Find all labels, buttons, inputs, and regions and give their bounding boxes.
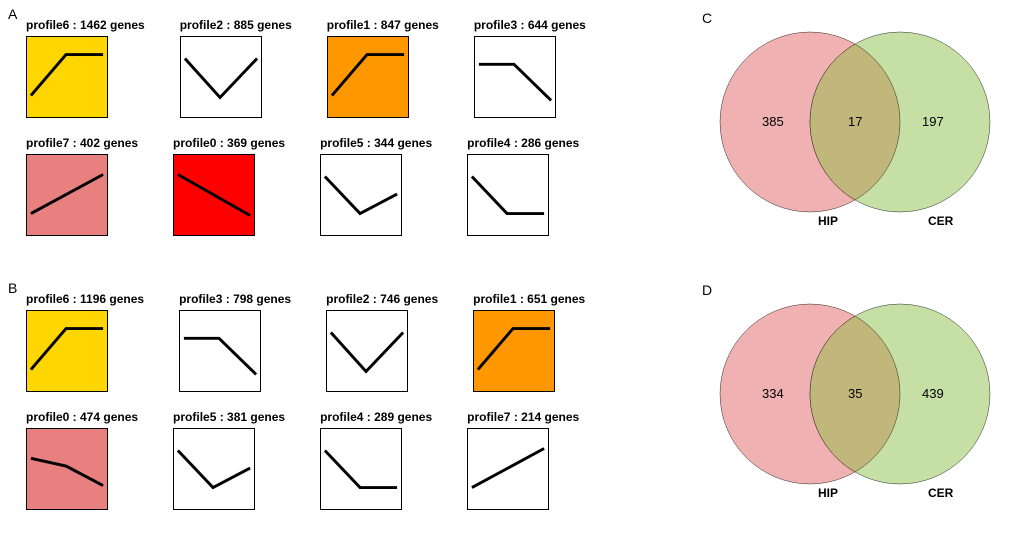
- profile-cell: profile6 : 1462 genes: [26, 18, 145, 118]
- profile-cell: profile0 : 369 genes: [173, 136, 285, 236]
- profile-cell-box: [320, 154, 402, 236]
- profile-cell-box: [467, 154, 549, 236]
- profile-cell: profile7 : 214 genes: [467, 410, 579, 510]
- profile-grid-b: profile6 : 1196 genes profile3 : 798 gene…: [26, 292, 646, 510]
- profile-cell-box: [26, 310, 108, 392]
- profile-cell-box: [327, 36, 409, 118]
- panel-letter-a: A: [8, 6, 17, 22]
- profile-trend-line: [27, 311, 107, 391]
- profile-cell-box: [179, 310, 261, 392]
- profile-trend-line: [468, 429, 548, 509]
- venn-overlap-count: 17: [848, 114, 862, 129]
- profile-trend-line: [321, 155, 401, 235]
- profile-cell: profile1 : 847 genes: [327, 18, 439, 118]
- profile-cell-label: profile5 : 381 genes: [173, 410, 285, 424]
- profile-cell-label: profile6 : 1462 genes: [26, 18, 145, 32]
- profile-cell-label: profile2 : 885 genes: [180, 18, 292, 32]
- profile-cell: profile1 : 651 genes: [473, 292, 585, 392]
- panel-letter-b: B: [8, 280, 17, 296]
- profile-cell-box: [326, 310, 408, 392]
- profile-cell-box: [26, 154, 108, 236]
- profile-cell: profile5 : 344 genes: [320, 136, 432, 236]
- venn-right-count: 197: [922, 114, 944, 129]
- venn-right-label: CER: [928, 486, 953, 500]
- profile-cell-label: profile3 : 644 genes: [474, 18, 586, 32]
- profile-cell: profile5 : 381 genes: [173, 410, 285, 510]
- venn-right-label: CER: [928, 214, 953, 228]
- venn-left-count: 334: [762, 386, 784, 401]
- profile-cell-label: profile2 : 746 genes: [326, 292, 438, 306]
- profile-cell-box: [173, 428, 255, 510]
- profile-trend-line: [181, 37, 261, 117]
- profile-cell-label: profile0 : 474 genes: [26, 410, 138, 424]
- profile-trend-line: [27, 429, 107, 509]
- profile-cell-label: profile0 : 369 genes: [173, 136, 285, 150]
- profile-cell: profile0 : 474 genes: [26, 410, 138, 510]
- profile-cell: profile7 : 402 genes: [26, 136, 138, 236]
- profile-cell-box: [26, 36, 108, 118]
- venn-d: 334 35 439 HIP CER: [700, 294, 1010, 524]
- venn-overlap-count: 35: [848, 386, 862, 401]
- profile-trend-line: [327, 311, 407, 391]
- profile-cell-label: profile6 : 1196 genes: [26, 292, 144, 306]
- profile-trend-line: [174, 155, 254, 235]
- profile-cell-label: profile5 : 344 genes: [320, 136, 432, 150]
- profile-trend-line: [27, 37, 107, 117]
- profile-cell-box: [474, 36, 556, 118]
- venn-left-label: HIP: [818, 214, 838, 228]
- profile-cell-box: [473, 310, 555, 392]
- profile-grid-a: profile6 : 1462 genes profile2 : 885 gene…: [26, 18, 646, 236]
- profile-trend-line: [27, 155, 107, 235]
- profile-trend-line: [180, 311, 260, 391]
- profile-cell: profile3 : 644 genes: [474, 18, 586, 118]
- profile-cell-label: profile4 : 286 genes: [467, 136, 579, 150]
- profile-cell-label: profile7 : 402 genes: [26, 136, 138, 150]
- profile-cell-box: [180, 36, 262, 118]
- profile-cell: profile2 : 746 genes: [326, 292, 438, 392]
- profile-cell: profile2 : 885 genes: [180, 18, 292, 118]
- profile-trend-line: [321, 429, 401, 509]
- profile-cell: profile3 : 798 genes: [179, 292, 291, 392]
- venn-left-label: HIP: [818, 486, 838, 500]
- profile-trend-line: [475, 37, 555, 117]
- profile-cell-box: [26, 428, 108, 510]
- profile-cell-label: profile3 : 798 genes: [179, 292, 291, 306]
- venn-c: 385 17 197 HIP CER: [700, 22, 1010, 252]
- venn-right-count: 439: [922, 386, 944, 401]
- profile-cell: profile4 : 289 genes: [320, 410, 432, 510]
- profile-cell-box: [320, 428, 402, 510]
- profile-cell: profile6 : 1196 genes: [26, 292, 144, 392]
- profile-trend-line: [174, 429, 254, 509]
- profile-cell-box: [173, 154, 255, 236]
- venn-left-count: 385: [762, 114, 784, 129]
- profile-trend-line: [474, 311, 554, 391]
- profile-cell-box: [467, 428, 549, 510]
- profile-cell-label: profile1 : 651 genes: [473, 292, 585, 306]
- profile-trend-line: [468, 155, 548, 235]
- profile-cell-label: profile4 : 289 genes: [320, 410, 432, 424]
- profile-cell-label: profile1 : 847 genes: [327, 18, 439, 32]
- profile-cell: profile4 : 286 genes: [467, 136, 579, 236]
- profile-trend-line: [328, 37, 408, 117]
- profile-cell-label: profile7 : 214 genes: [467, 410, 579, 424]
